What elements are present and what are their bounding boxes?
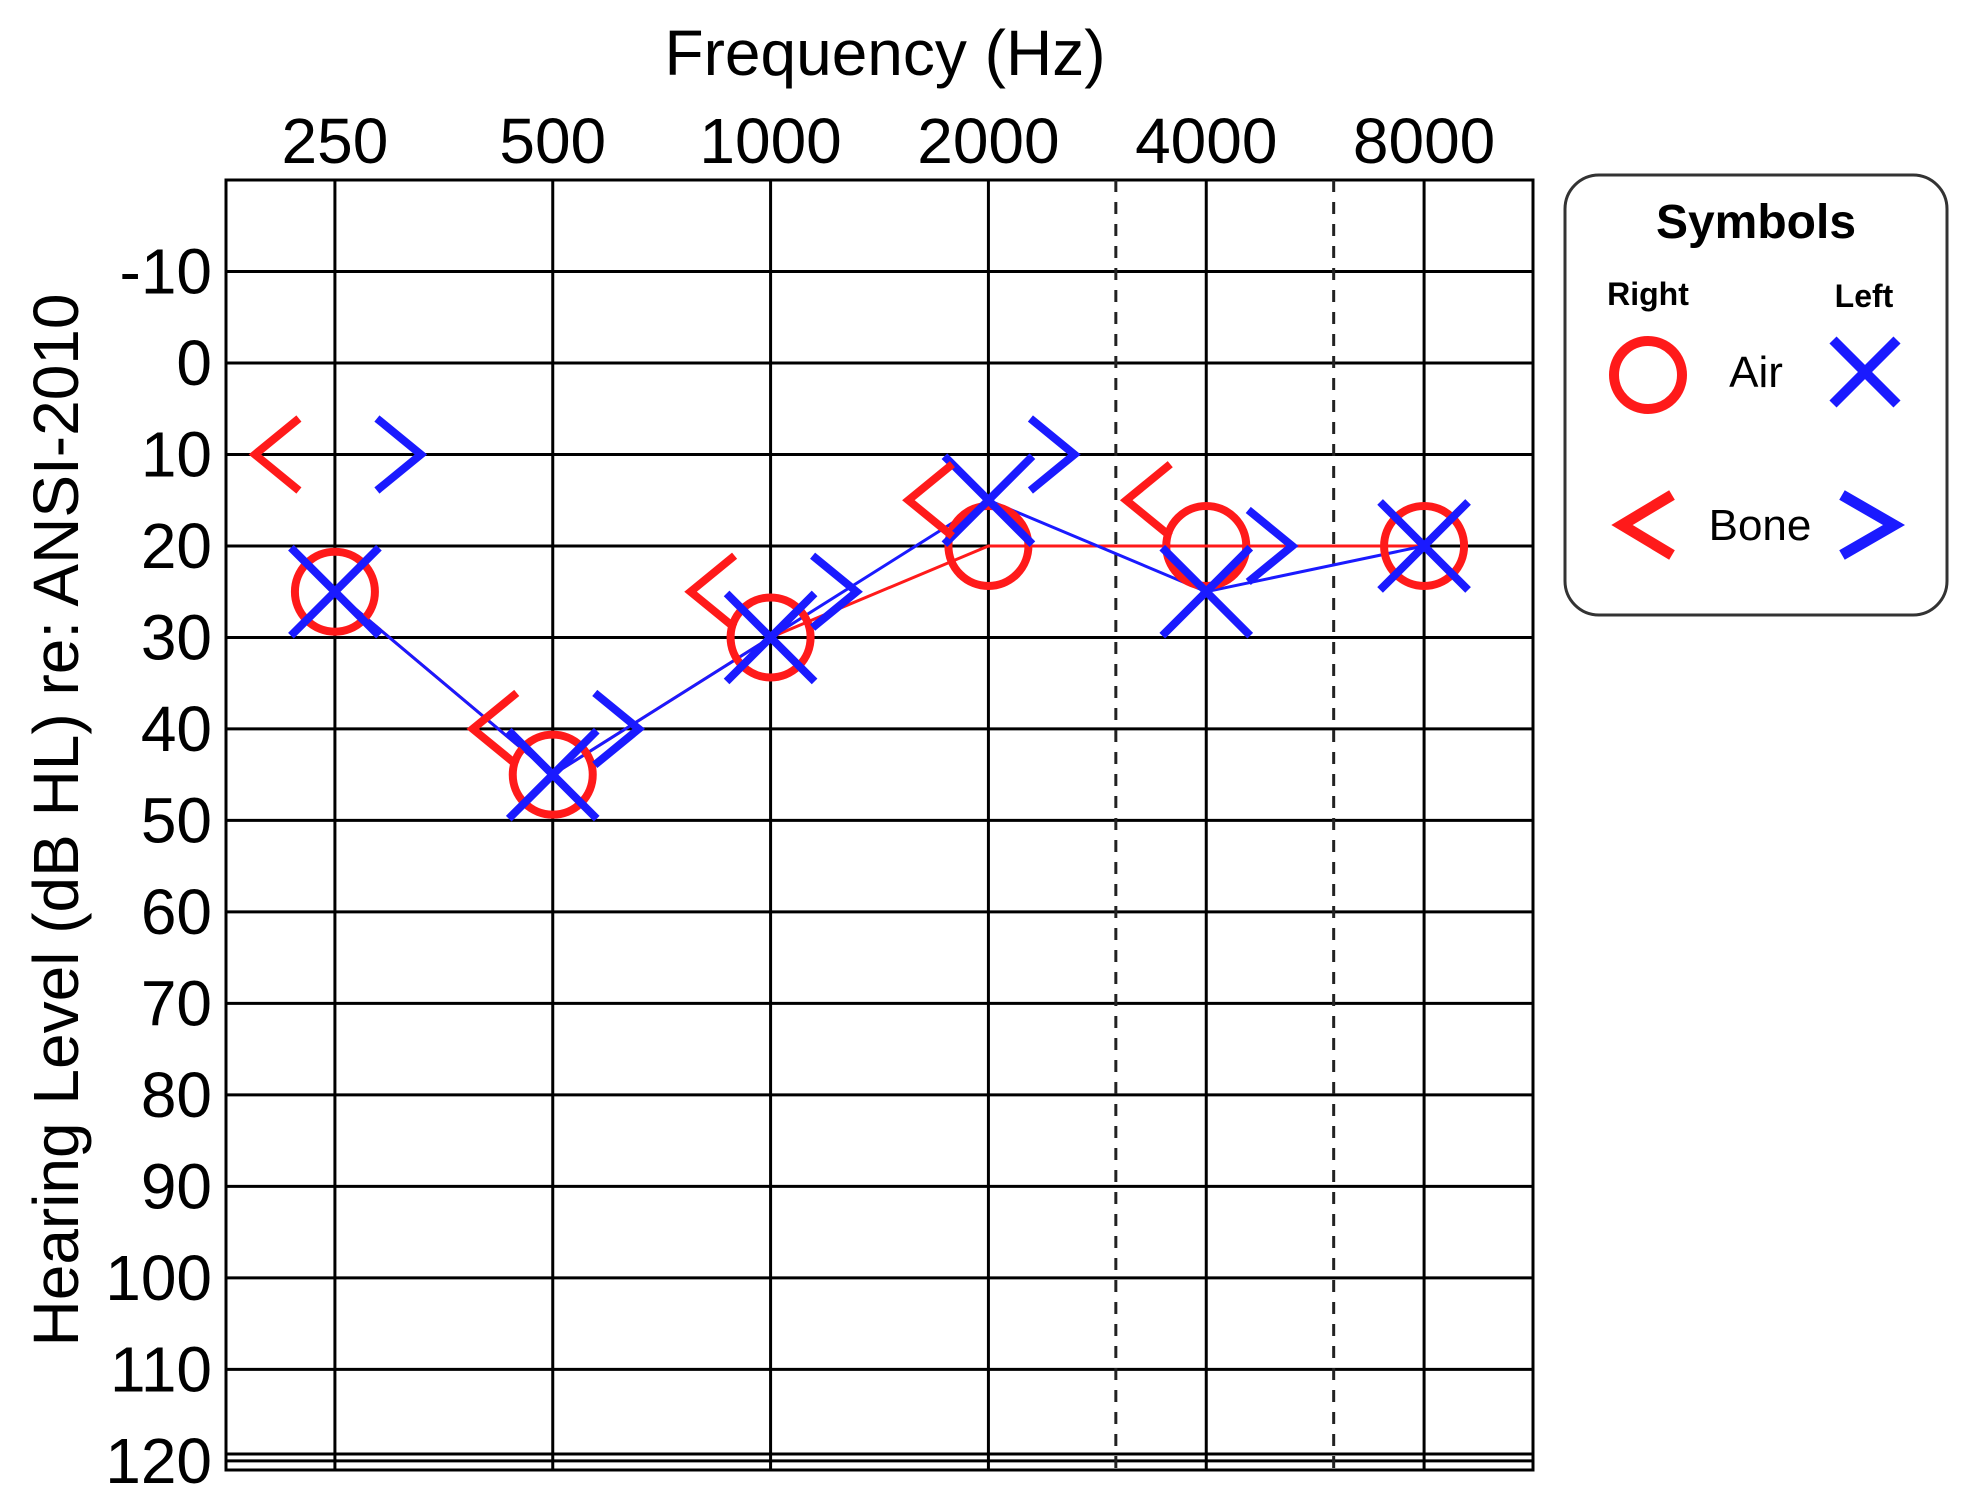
x-tick-label: 8000 xyxy=(1353,105,1495,177)
left-air-marker xyxy=(1159,544,1254,639)
legend-circle-icon xyxy=(1609,336,1687,414)
legend-title: Symbols xyxy=(1656,196,1856,249)
right-bone-marker xyxy=(902,461,955,540)
left-bone-marker xyxy=(374,415,428,494)
left-bone-marker xyxy=(810,552,863,631)
legend-air-label: Air xyxy=(1729,348,1783,397)
tick-labels: 250 500 1000 2000 4000 8000 -10 0 10 20 30 40 50 60 70… xyxy=(105,105,1495,1488)
y-tick-label: 10 xyxy=(141,418,212,490)
y-tick-label: 30 xyxy=(141,601,212,673)
right-bone-marker xyxy=(466,689,520,769)
left-air-marker xyxy=(505,727,600,822)
y-tick-label: 0 xyxy=(176,327,212,399)
legend-x-icon xyxy=(1829,336,1901,408)
series-line-left-air xyxy=(333,498,1425,777)
legend-less-than-icon xyxy=(1611,490,1675,560)
left-air-marker xyxy=(941,453,1036,548)
legend-bone-label: Bone xyxy=(1709,501,1812,550)
y-tick-label: 60 xyxy=(141,876,212,948)
legend-greater-than-icon xyxy=(1839,490,1906,560)
left-bone-marker xyxy=(1245,506,1299,586)
y-tick-label: -10 xyxy=(120,235,213,307)
right-bone-marker xyxy=(1119,461,1173,540)
y-tick-label: 50 xyxy=(141,784,212,856)
plot-frame xyxy=(224,178,1535,1472)
y-tick-label: 20 xyxy=(141,510,212,582)
right-air-marker xyxy=(944,501,1033,590)
left-bone-marker xyxy=(592,689,646,769)
x-tick-label: 250 xyxy=(282,105,389,177)
x-tick-label: 2000 xyxy=(917,105,1059,177)
legend-right-label: Right xyxy=(1607,276,1689,312)
y-tick-label: 120 xyxy=(105,1425,212,1488)
x-tick-label: 1000 xyxy=(699,105,841,177)
x-tick-label: 4000 xyxy=(1135,105,1277,177)
grid xyxy=(224,178,1535,1472)
x-axis-title: Frequency (Hz) xyxy=(665,17,1106,89)
legend: Symbols Right Left Air Bone xyxy=(1563,173,1949,617)
y-axis-title: Hearing Level (dB HL) re: ANSI-2010 xyxy=(20,294,92,1347)
y-tick-label: 70 xyxy=(141,967,212,1039)
y-tick-label: 40 xyxy=(141,693,212,765)
data-markers xyxy=(248,415,1471,822)
left-air-marker xyxy=(288,544,382,639)
legend-left-label: Left xyxy=(1835,278,1894,314)
left-air-marker xyxy=(723,590,818,685)
right-air-marker xyxy=(508,730,597,819)
y-tick-label: 80 xyxy=(141,1059,212,1131)
right-bone-marker xyxy=(248,415,302,494)
x-tick-label: 500 xyxy=(499,105,606,177)
right-air-marker xyxy=(1380,501,1469,590)
right-air-marker xyxy=(1162,501,1251,590)
y-tick-label: 90 xyxy=(141,1150,212,1222)
y-tick-label: 100 xyxy=(105,1242,212,1314)
left-air-marker xyxy=(1377,499,1471,593)
y-tick-label: 110 xyxy=(110,1333,212,1405)
right-bone-marker xyxy=(684,552,738,631)
right-air-marker xyxy=(290,547,379,636)
right-air-marker xyxy=(726,593,815,682)
left-bone-marker xyxy=(1027,415,1081,494)
